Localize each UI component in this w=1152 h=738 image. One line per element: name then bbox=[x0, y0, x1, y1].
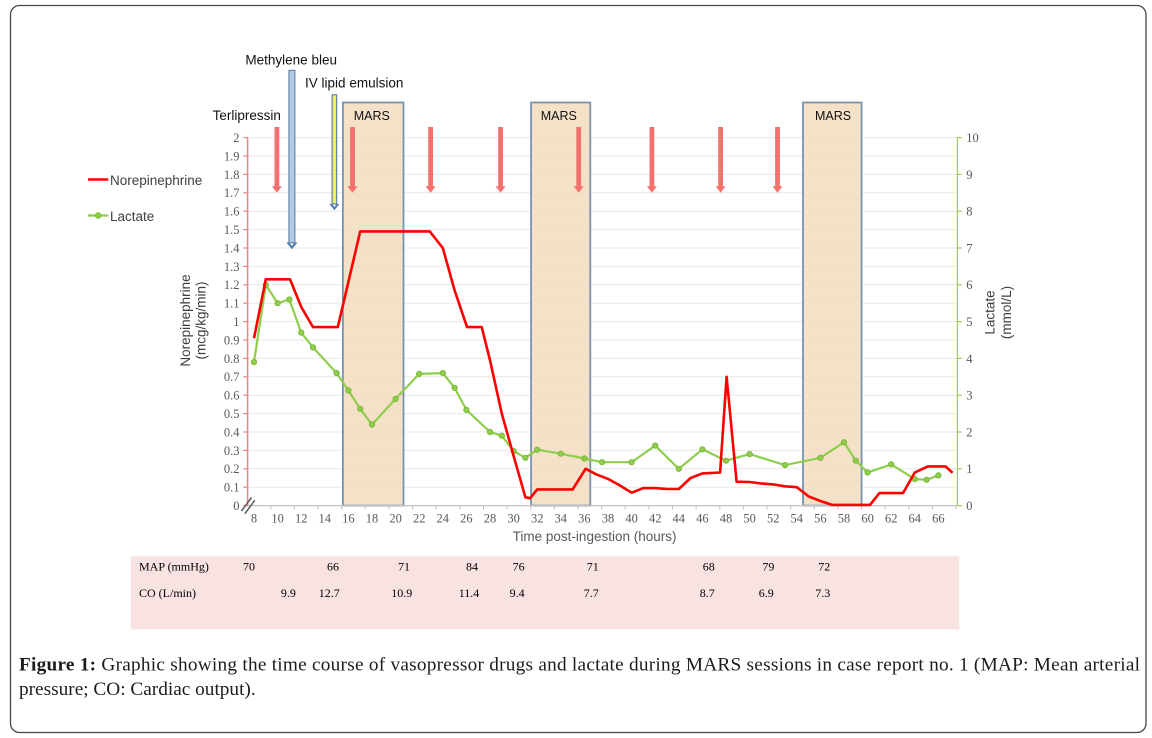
svg-text:6: 6 bbox=[966, 278, 972, 292]
svg-text:36: 36 bbox=[578, 512, 591, 526]
svg-text:MARS: MARS bbox=[815, 109, 851, 123]
svg-text:0.6: 0.6 bbox=[224, 389, 240, 403]
svg-text:52: 52 bbox=[767, 512, 780, 526]
svg-text:0.1: 0.1 bbox=[224, 481, 240, 495]
svg-text:16: 16 bbox=[342, 512, 355, 526]
svg-text:56: 56 bbox=[814, 512, 827, 526]
svg-text:IV lipid emulsion: IV lipid emulsion bbox=[305, 76, 403, 91]
svg-text:3: 3 bbox=[966, 389, 972, 403]
svg-text:34: 34 bbox=[555, 512, 568, 526]
svg-text:71: 71 bbox=[398, 560, 410, 574]
svg-text:0.4: 0.4 bbox=[224, 425, 240, 439]
svg-text:pressure; CO: Cardiac output).: pressure; CO: Cardiac output). bbox=[19, 679, 256, 700]
svg-text:MARS: MARS bbox=[541, 109, 577, 123]
svg-text:5: 5 bbox=[966, 315, 972, 329]
svg-text:58: 58 bbox=[838, 512, 851, 526]
svg-text:54: 54 bbox=[791, 512, 804, 526]
svg-text:50: 50 bbox=[743, 512, 756, 526]
svg-text:9.9: 9.9 bbox=[281, 586, 296, 600]
svg-text:32: 32 bbox=[531, 512, 544, 526]
svg-text:MAP (mmHg): MAP (mmHg) bbox=[139, 560, 209, 574]
svg-text:18: 18 bbox=[366, 512, 379, 526]
svg-text:1.8: 1.8 bbox=[224, 168, 240, 182]
svg-text:0.2: 0.2 bbox=[224, 462, 240, 476]
svg-text:6.9: 6.9 bbox=[759, 586, 774, 600]
svg-text:(mmol/L): (mmol/L) bbox=[999, 286, 1014, 339]
svg-text:24: 24 bbox=[437, 512, 450, 526]
svg-text:Lactate: Lactate bbox=[110, 209, 154, 224]
svg-text:0.7: 0.7 bbox=[224, 370, 240, 384]
svg-text:14: 14 bbox=[319, 512, 332, 526]
svg-text:CO (L/min): CO (L/min) bbox=[139, 586, 196, 600]
svg-text:48: 48 bbox=[720, 512, 733, 526]
svg-text:60: 60 bbox=[861, 512, 874, 526]
svg-text:10: 10 bbox=[966, 131, 979, 145]
svg-text:11.4: 11.4 bbox=[459, 586, 480, 600]
svg-text:64: 64 bbox=[909, 512, 922, 526]
svg-text:68: 68 bbox=[703, 560, 715, 574]
svg-text:76: 76 bbox=[513, 560, 525, 574]
svg-text:66: 66 bbox=[327, 560, 339, 574]
svg-text:7: 7 bbox=[966, 241, 972, 255]
svg-text:2: 2 bbox=[233, 131, 239, 145]
svg-text:9.4: 9.4 bbox=[510, 586, 525, 600]
svg-text:71: 71 bbox=[587, 560, 599, 574]
svg-text:62: 62 bbox=[885, 512, 898, 526]
svg-text:8: 8 bbox=[966, 205, 972, 219]
svg-text:22: 22 bbox=[413, 512, 426, 526]
svg-text:0.5: 0.5 bbox=[224, 407, 240, 421]
svg-text:72: 72 bbox=[818, 560, 830, 574]
svg-text:79: 79 bbox=[762, 560, 774, 574]
svg-text:7.7: 7.7 bbox=[584, 586, 599, 600]
svg-text:1.6: 1.6 bbox=[224, 205, 240, 219]
svg-text:42: 42 bbox=[649, 512, 662, 526]
svg-text:46: 46 bbox=[696, 512, 709, 526]
svg-text:1.1: 1.1 bbox=[224, 297, 240, 311]
svg-text:1: 1 bbox=[233, 315, 239, 329]
svg-text:Figure 1: Graphic showing the: Figure 1: Graphic showing the time cours… bbox=[19, 654, 1140, 675]
svg-text:84: 84 bbox=[466, 560, 478, 574]
svg-text:1.4: 1.4 bbox=[224, 241, 240, 255]
svg-text:0: 0 bbox=[233, 499, 239, 513]
svg-text:Lactate: Lactate bbox=[982, 290, 997, 334]
svg-text:1.2: 1.2 bbox=[224, 278, 240, 292]
svg-text:Time post-ingestion (hours): Time post-ingestion (hours) bbox=[513, 529, 677, 544]
svg-text:1.9: 1.9 bbox=[224, 149, 240, 163]
svg-text:1.7: 1.7 bbox=[224, 186, 240, 200]
svg-text:Methylene bleu: Methylene bleu bbox=[245, 52, 337, 67]
svg-text:70: 70 bbox=[243, 560, 255, 574]
svg-text:10: 10 bbox=[271, 512, 284, 526]
svg-text:0: 0 bbox=[966, 499, 972, 513]
svg-text:MARS: MARS bbox=[354, 109, 390, 123]
svg-text:0.8: 0.8 bbox=[224, 352, 240, 366]
svg-text:0.3: 0.3 bbox=[224, 444, 240, 458]
svg-text:20: 20 bbox=[389, 512, 402, 526]
svg-text:1.3: 1.3 bbox=[224, 260, 240, 274]
svg-text:40: 40 bbox=[625, 512, 638, 526]
svg-text:66: 66 bbox=[932, 512, 945, 526]
svg-text:Norepinephrine: Norepinephrine bbox=[110, 173, 202, 188]
svg-text:2: 2 bbox=[966, 425, 972, 439]
svg-text:4: 4 bbox=[966, 352, 973, 366]
svg-text:1: 1 bbox=[966, 462, 972, 476]
svg-text:12.7: 12.7 bbox=[319, 586, 340, 600]
svg-text:8: 8 bbox=[251, 512, 257, 526]
svg-text:30: 30 bbox=[507, 512, 520, 526]
svg-text:Norepinephrine: Norepinephrine bbox=[178, 274, 193, 366]
svg-text:38: 38 bbox=[602, 512, 615, 526]
svg-text:7.3: 7.3 bbox=[815, 586, 830, 600]
svg-text:8.7: 8.7 bbox=[700, 586, 715, 600]
svg-text:10.9: 10.9 bbox=[391, 586, 412, 600]
svg-text:26: 26 bbox=[460, 512, 473, 526]
svg-text:9: 9 bbox=[966, 168, 972, 182]
svg-text:0.9: 0.9 bbox=[224, 333, 240, 347]
svg-text:Terlipressin: Terlipressin bbox=[213, 108, 281, 123]
svg-text:28: 28 bbox=[484, 512, 497, 526]
svg-text:(mcg/kg/min): (mcg/kg/min) bbox=[193, 281, 208, 359]
svg-text:1.5: 1.5 bbox=[224, 223, 240, 237]
svg-text:44: 44 bbox=[673, 512, 686, 526]
svg-text:12: 12 bbox=[295, 512, 308, 526]
